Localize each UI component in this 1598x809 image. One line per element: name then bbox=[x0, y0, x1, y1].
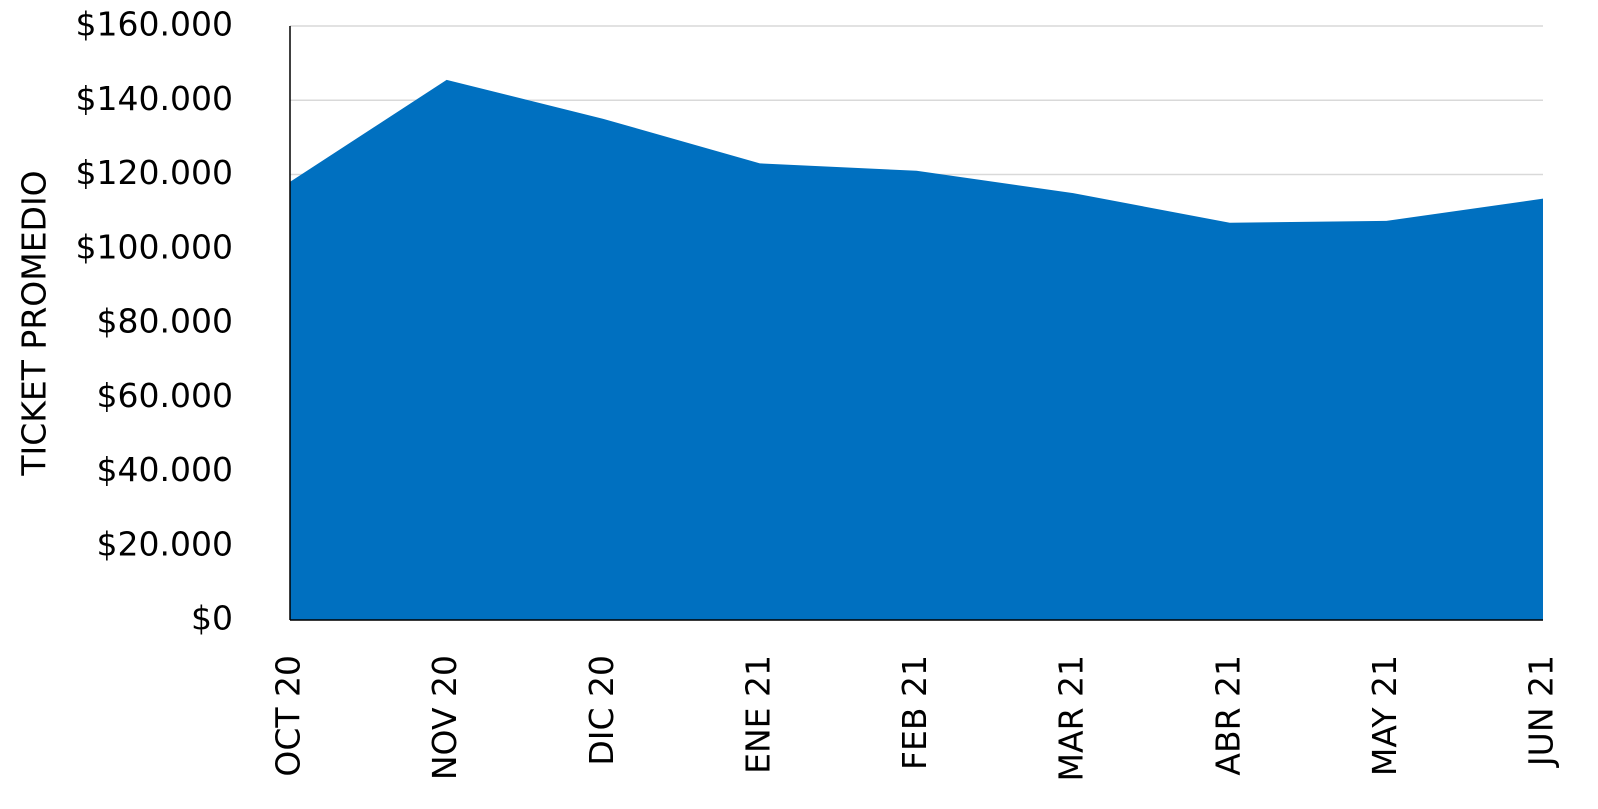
y-axis-title: TICKET PROMEDIO bbox=[15, 170, 54, 476]
y-tick-label: $140.000 bbox=[76, 79, 233, 118]
x-tick-label: ABR 21 bbox=[1208, 655, 1247, 776]
area bbox=[290, 79, 1543, 621]
x-tick-label: NOV 20 bbox=[425, 655, 464, 780]
y-tick-label: $0 bbox=[191, 599, 233, 638]
x-tick-label: FEB 21 bbox=[895, 655, 934, 770]
y-tick-label: $100.000 bbox=[76, 227, 233, 266]
x-tick-label: MAR 21 bbox=[1052, 655, 1091, 781]
y-tick-label: $60.000 bbox=[97, 376, 233, 415]
y-tick-label: $80.000 bbox=[97, 302, 233, 341]
x-tick-label: MAY 21 bbox=[1365, 655, 1404, 776]
x-tick-label: ENE 21 bbox=[738, 655, 777, 774]
x-tick-label: JUN 21 bbox=[1522, 655, 1561, 768]
y-tick-label: $120.000 bbox=[76, 153, 233, 192]
y-tick-label: $160.000 bbox=[76, 5, 233, 44]
y-tick-label: $20.000 bbox=[97, 524, 233, 563]
x-tick-label: DIC 20 bbox=[582, 655, 621, 766]
y-tick-label: $40.000 bbox=[97, 450, 233, 489]
x-tick-label: OCT 20 bbox=[269, 655, 308, 777]
